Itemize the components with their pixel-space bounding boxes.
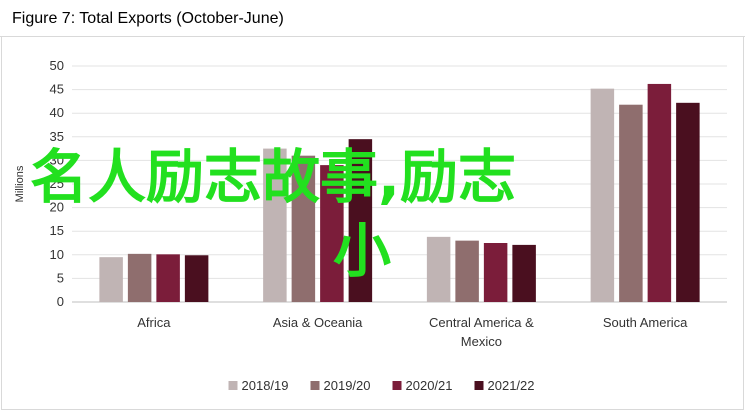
bar [590,88,615,302]
chart-title: Figure 7: Total Exports (October-June) [12,10,284,27]
y-tick-label: 30 [50,152,64,167]
y-tick-label: 20 [50,200,64,215]
legend-label: 2020/21 [406,378,453,393]
legend-label: 2018/19 [242,378,289,393]
bar [184,255,209,302]
y-tick-label: 0 [57,294,64,309]
legend-swatch [310,381,320,390]
bar [647,83,672,302]
bar [426,236,451,302]
bar [455,240,479,302]
chart-frame [1,37,744,410]
bar [156,254,180,302]
x-tick-label: Asia & Oceania [273,315,363,330]
bar [348,139,373,302]
y-axis-label: Millions [14,165,26,202]
y-tick-label: 35 [50,129,64,144]
bar [263,148,287,302]
legend-swatch [392,381,402,390]
x-tick-label: Mexico [461,334,502,349]
bar [291,155,316,302]
bar [483,243,508,302]
legend-label: 2021/22 [488,378,535,393]
y-tick-label: 45 [50,82,64,97]
bar [99,257,123,302]
title-bar: Figure 7: Total Exports (October-June) [0,0,745,37]
bar [512,244,536,302]
legend-swatch [474,381,484,390]
y-tick-label: 10 [50,247,64,262]
legend-swatch [228,381,238,390]
y-tick-label: 5 [57,270,64,285]
x-tick-label: Central America & [429,315,534,330]
x-tick-label: Africa [137,315,171,330]
y-tick-label: 15 [50,223,64,238]
bar [320,165,344,302]
y-tick-label: 40 [50,105,64,120]
bar [676,102,700,302]
y-tick-label: 50 [50,58,64,73]
bar [619,104,643,302]
legend-label: 2019/20 [324,378,371,393]
y-tick-label: 25 [50,176,64,191]
x-tick-label: South America [603,315,688,330]
bar [127,253,152,302]
